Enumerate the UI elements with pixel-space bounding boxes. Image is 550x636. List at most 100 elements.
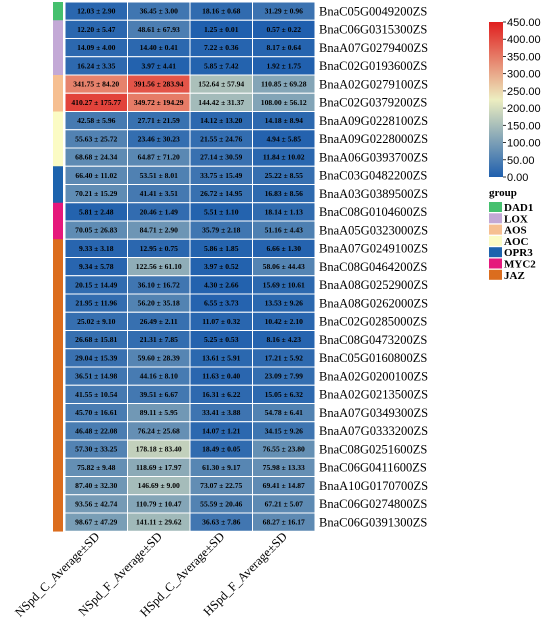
cell-value-label: 12.20 ± 5.47	[77, 25, 116, 34]
cell-value-label: 21.31 ± 7.85	[140, 335, 179, 344]
cell-value-label: 53.51 ± 8.01	[140, 171, 179, 180]
cell-value-label: 341.75 ± 84.20	[73, 80, 119, 89]
color-scale-tick-label: 450.00	[507, 17, 541, 29]
cell-value-label: 349.72 ± 194.29	[134, 98, 184, 107]
group-legend-swatch	[489, 258, 502, 269]
cell-value-label: 76.55 ± 23.80	[263, 445, 305, 454]
cell-value-label: 21.95 ± 11.96	[75, 299, 117, 308]
row-label: BnaC08G0104600ZS	[319, 205, 427, 219]
group-annotation-cell	[53, 2, 63, 21]
cell-value-label: 118.69 ± 17.97	[136, 463, 182, 472]
cell-value-label: 5.81 ± 2.48	[79, 207, 114, 216]
group-annotation-cell	[53, 494, 63, 514]
cell-value-label: 1.92 ± 1.75	[266, 61, 301, 70]
group-annotation-cell	[53, 202, 63, 222]
row-label: BnaA08G0252900ZS	[319, 278, 428, 292]
group-annotation-cell	[53, 239, 63, 258]
cell-value-label: 68.27 ± 16.17	[263, 518, 305, 527]
cell-value-label: 9.34 ± 5.78	[79, 262, 114, 271]
cell-value-label: 58.06 ± 44.43	[263, 262, 305, 271]
cell-value-label: 20.46 ± 1.49	[140, 207, 179, 216]
color-scale-tick-label: 150.00	[507, 120, 541, 132]
group-annotation-cell	[53, 294, 63, 313]
group-legend-label: MYC2	[504, 259, 536, 271]
cell-value-label: 14.18 ± 8.94	[265, 116, 304, 125]
group-legend-swatch	[489, 269, 502, 280]
cell-value-label: 12.03 ± 2.90	[77, 7, 116, 16]
heatmap-cell	[252, 512, 316, 532]
group-annotation-cell	[53, 421, 63, 441]
cell-value-label: 141.11 ± 29.62	[136, 518, 182, 527]
group-annotation-cell	[53, 56, 63, 76]
cell-value-label: 87.40 ± 32.30	[75, 481, 117, 490]
cell-value-label: 33.41 ± 3.88	[202, 408, 241, 417]
row-label: BnaC03G0482200ZS	[319, 169, 427, 183]
row-label: BnaC08G0464200ZS	[319, 260, 427, 274]
cell-value-label: 61.30 ± 9.17	[202, 463, 241, 472]
cell-value-label: 110.79 ± 10.47	[136, 499, 182, 508]
group-annotation-cell	[53, 440, 63, 459]
group-annotation-cell	[53, 330, 63, 350]
cell-value-label: 69.41 ± 14.87	[263, 481, 305, 490]
cell-value-label: 15.05 ± 6.32	[265, 390, 304, 399]
cell-value-label: 4.30 ± 2.66	[204, 280, 239, 289]
color-scale-tick-label: 50.00	[507, 155, 535, 167]
row-label: BnaC05G0160800ZS	[319, 351, 427, 365]
row-label: BnaC02G0285000ZS	[319, 315, 427, 329]
group-annotation-cell	[53, 184, 63, 204]
group-legend-label: OPR3	[504, 247, 533, 259]
cell-value-label: 110.85 ± 69.28	[261, 80, 307, 89]
cell-value-label: 44.16 ± 8.10	[140, 372, 179, 381]
group-annotation-cell	[53, 312, 63, 331]
group-annotation-cell	[53, 166, 63, 185]
cell-value-label: 14.09 ± 4.00	[77, 43, 116, 52]
cell-value-label: 391.56 ± 283.94	[134, 80, 184, 89]
cell-value-label: 18.49 ± 0.05	[202, 445, 241, 454]
cell-value-label: 84.71 ± 2.90	[140, 226, 179, 235]
cell-value-label: 25.02 ± 9.10	[77, 317, 116, 326]
cell-value-label: 35.79 ± 2.18	[202, 226, 241, 235]
cell-value-label: 75.82 ± 9.48	[77, 463, 116, 472]
color-scale-tick-label: 250.00	[507, 86, 541, 98]
group-legend-label: DAD1	[504, 202, 533, 214]
cell-value-label: 20.15 ± 14.49	[75, 280, 117, 289]
color-scale-tick-label: 350.00	[507, 51, 541, 63]
cell-value-label: 51.16 ± 4.43	[265, 226, 304, 235]
cell-value-label: 16.24 ± 3.35	[77, 61, 116, 70]
cell-value-label: 15.69 ± 10.61	[263, 280, 305, 289]
group-legend-label: AOC	[504, 236, 529, 248]
color-scale-tick-label: 0.00	[507, 172, 528, 184]
cell-value-label: 31.29 ± 0.96	[265, 7, 304, 16]
cell-value-label: 59.60 ± 28.39	[138, 353, 180, 362]
cell-value-label: 13.53 ± 9.26	[265, 299, 304, 308]
row-label: BnaA02G0200100ZS	[319, 369, 428, 383]
cell-value-label: 11.07 ± 0.32	[202, 317, 240, 326]
group-annotation-cell	[53, 129, 63, 149]
cell-value-label: 41.55 ± 10.54	[75, 390, 117, 399]
cell-value-label: 23.46 ± 30.23	[138, 134, 180, 143]
cell-value-label: 36.51 ± 14.98	[75, 372, 117, 381]
cell-value-label: 33.75 ± 15.49	[200, 171, 242, 180]
cell-value-label: 36.10 ± 16.72	[138, 280, 180, 289]
cell-value-label: 29.04 ± 15.39	[75, 353, 117, 362]
cell-value-label: 54.78 ± 6.41	[265, 408, 304, 417]
group-annotation-cell	[53, 348, 63, 368]
cell-value-label: 16.83 ± 8.56	[265, 189, 304, 198]
cell-value-label: 7.22 ± 0.36	[204, 43, 239, 52]
cell-value-label: 8.16 ± 4.23	[266, 335, 301, 344]
row-label: BnaC05G0049200ZS	[319, 4, 427, 18]
cell-value-label: 55.63 ± 25.72	[75, 134, 117, 143]
cell-value-label: 146.69 ± 9.00	[138, 481, 180, 490]
cell-value-label: 12.95 ± 0.75	[140, 244, 179, 253]
cell-value-label: 14.40 ± 0.41	[140, 43, 179, 52]
cell-value-label: 45.70 ± 16.61	[75, 408, 117, 417]
row-label: BnaC06G0315300ZS	[319, 23, 427, 37]
row-label: BnaA07G0249100ZS	[319, 242, 428, 256]
cell-value-label: 8.17 ± 0.64	[266, 43, 301, 52]
cell-value-label: 14.12 ± 13.20	[200, 116, 242, 125]
cell-value-label: 6.55 ± 3.73	[204, 299, 239, 308]
cell-value-label: 34.15 ± 9.26	[265, 426, 304, 435]
group-annotation-cell	[53, 476, 63, 496]
cell-value-label: 41.41 ± 3.51	[140, 189, 179, 198]
cell-value-label: 48.61 ± 67.93	[138, 25, 180, 34]
